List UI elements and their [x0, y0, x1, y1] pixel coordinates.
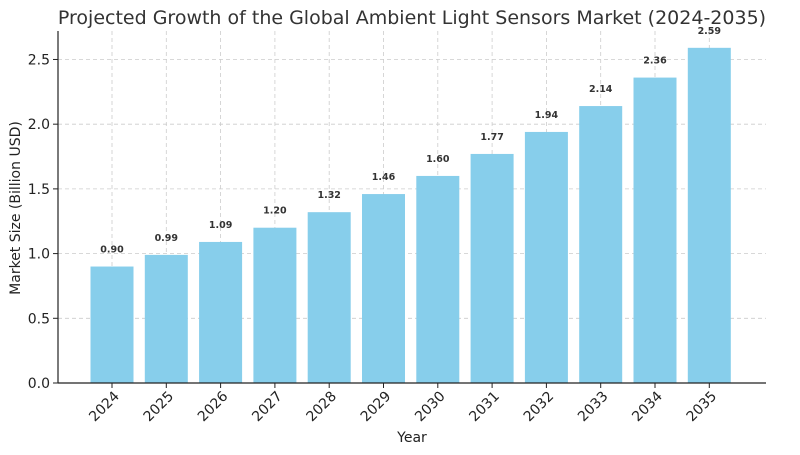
data-label-2028: 1.32	[317, 190, 340, 201]
data-label-2031: 1.77	[480, 132, 503, 143]
bar-2029	[362, 194, 405, 383]
bar-2032	[524, 131, 568, 383]
x-tick-label: 2025	[141, 389, 178, 426]
x-tick-label: 2030	[412, 389, 449, 426]
bar-2026	[199, 241, 243, 383]
x-tick-label: 2026	[195, 388, 232, 425]
bar-2028	[307, 212, 351, 383]
x-tick-label: 2028	[304, 389, 341, 426]
data-labels: 0.90 0.99 1.09 1.20 1.32 1.46 1.60 1.77 1.94 2.14…	[100, 26, 721, 256]
y-tick-label: 0.0	[28, 376, 50, 392]
y-tick-label: 1.5	[28, 182, 50, 198]
data-label-2035: 2.59	[698, 26, 721, 37]
x-tick-label: 2031	[466, 389, 503, 426]
data-label-2026: 1.09	[209, 220, 232, 231]
y-axis-title: Market Size (Billion USD)	[8, 121, 24, 295]
bars	[90, 47, 731, 384]
data-label-2029: 1.46	[372, 172, 396, 183]
x-tick-label: 2035	[684, 389, 721, 426]
x-tick-label: 2027	[249, 389, 286, 426]
y-tick-label: 0.5	[28, 311, 50, 327]
chart-title: Projected Growth of the Global Ambient L…	[58, 7, 766, 29]
data-label-2033: 2.14	[589, 84, 613, 95]
x-axis-title: Year	[396, 430, 427, 446]
x-tick-label: 2032	[521, 389, 558, 426]
x-tick-label: 2029	[358, 389, 395, 426]
data-label-2025: 0.99	[155, 233, 178, 244]
data-label-2032: 1.94	[535, 110, 559, 121]
x-tick-label: 2033	[575, 389, 612, 426]
data-label-2024: 0.90	[100, 245, 124, 256]
bar-2031	[470, 153, 514, 383]
bar-2035	[687, 47, 731, 384]
bar-2033	[579, 106, 623, 383]
bar-2024	[90, 266, 134, 383]
data-label-2034: 2.36	[643, 56, 667, 67]
y-tick-label: 1.0	[28, 247, 50, 263]
y-tick-label: 2.0	[28, 117, 50, 133]
bar-2034	[633, 77, 677, 384]
data-label-2027: 1.20	[263, 206, 287, 217]
x-tick-label: 2034	[629, 388, 666, 425]
x-tick-label: 2024	[86, 388, 123, 425]
y-tick-label: 2.5	[28, 52, 50, 68]
bar-2027	[253, 227, 297, 383]
data-label-2030: 1.60	[426, 154, 450, 165]
bar-2030	[416, 175, 460, 383]
bar-2025	[144, 254, 188, 383]
